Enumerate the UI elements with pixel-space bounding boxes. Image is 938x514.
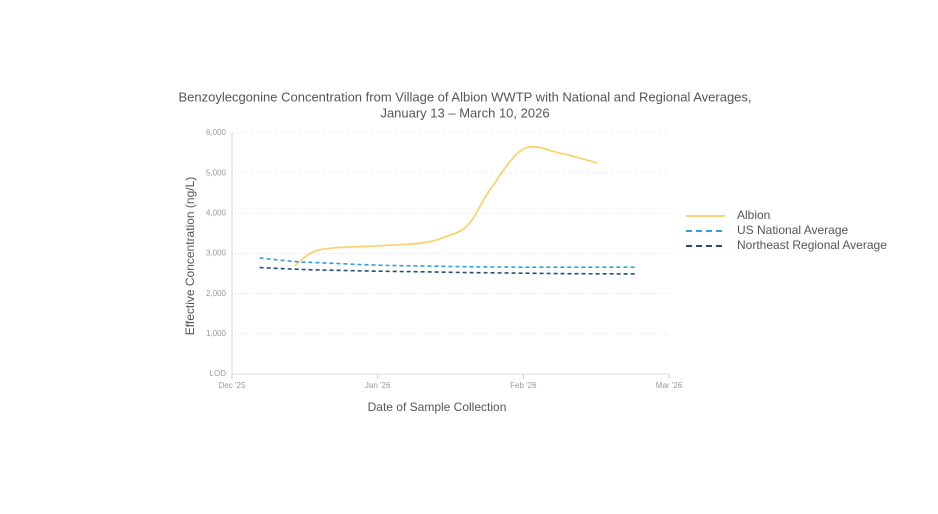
chart-title: Benzoylecgonine Concentration from Villa… xyxy=(178,89,751,104)
x-tick-label: Mar '26 xyxy=(656,381,683,390)
legend-label: Northeast Regional Average xyxy=(737,238,887,252)
series-line xyxy=(259,266,636,275)
y-tick-label: 4,000 xyxy=(206,208,227,217)
y-tick-label: 2,000 xyxy=(206,289,227,298)
y-tick-label: LOD xyxy=(210,369,227,378)
series-line xyxy=(259,257,636,268)
y-axis-title: Effective Concentration (ng/L) xyxy=(183,177,197,336)
legend-label: Albion xyxy=(737,208,770,222)
legend-label: US National Average xyxy=(737,223,849,237)
series-line xyxy=(294,145,598,267)
y-tick-label: 1,000 xyxy=(206,329,227,338)
x-axis-title: Date of Sample Collection xyxy=(368,400,507,414)
y-tick-label: 6,000 xyxy=(206,128,227,137)
x-tick-label: Feb '26 xyxy=(510,381,537,390)
y-tick-label: 5,000 xyxy=(206,168,227,177)
x-tick-label: Dec '25 xyxy=(219,381,246,390)
x-tick-label: Jan '26 xyxy=(365,381,391,390)
y-tick-label: 3,000 xyxy=(206,249,227,258)
chart-subtitle: January 13 – March 10, 2026 xyxy=(380,105,549,120)
